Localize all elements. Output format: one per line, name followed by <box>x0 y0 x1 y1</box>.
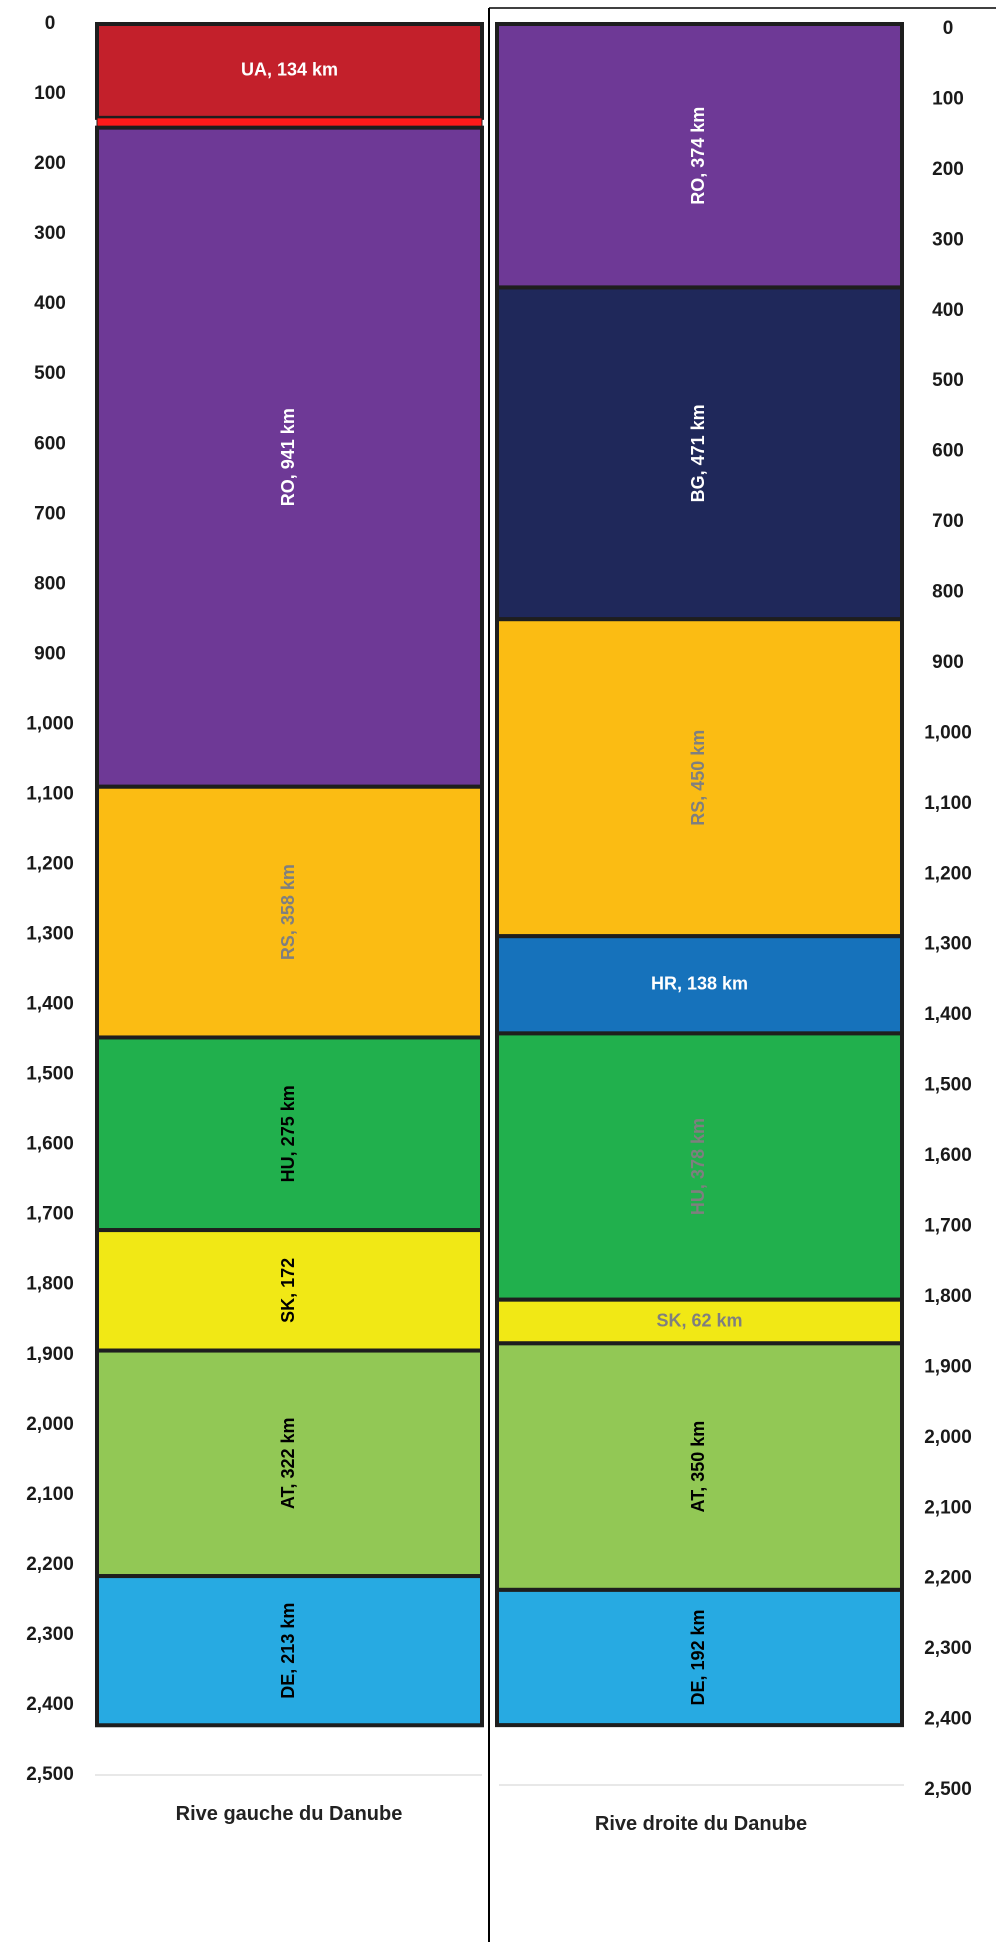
right-y-tick-13: 1,300 <box>924 934 972 955</box>
left-bank-panel: Rive gauche du Danube UA, 134 km RO, 941 … <box>26 13 484 1825</box>
right-y-tick-24: 2,400 <box>924 1709 972 1730</box>
right-y-tick-5: 500 <box>932 370 964 391</box>
left-y-tick-11: 1,100 <box>26 783 74 804</box>
right-y-tick-8: 800 <box>932 582 964 603</box>
left-y-tick-18: 1,800 <box>26 1274 74 1295</box>
right-y-tick-22: 2,200 <box>924 1568 972 1589</box>
right-segment-label-6: AT, 350 km <box>688 1421 708 1513</box>
panel-borders <box>488 7 996 1942</box>
left-y-tick-7: 700 <box>34 503 66 524</box>
left-y-tick-20: 2,000 <box>26 1414 74 1435</box>
right-segment-label-2: RS, 450 km <box>688 730 708 826</box>
right-bank-panel: Rive droite du Danube RO, 374 km BG, 471 … <box>495 18 972 1835</box>
right-y-tick-23: 2,300 <box>924 1638 972 1659</box>
left-segment-label-7: DE, 213 km <box>278 1603 298 1699</box>
right-segment-7 <box>495 1587 904 1728</box>
left-segment-label-0: UA, 134 km <box>241 60 338 80</box>
right-segment-label-3: HR, 138 km <box>651 974 748 994</box>
left-y-tick-23: 2,300 <box>26 1624 74 1645</box>
left-y-tick-21: 2,100 <box>26 1484 74 1505</box>
right-segment-label-5: SK, 62 km <box>656 1310 742 1330</box>
left-segment-label-5: SK, 172 <box>278 1258 298 1323</box>
right-segment-1 <box>495 285 904 622</box>
right-y-tick-9: 900 <box>932 652 964 673</box>
left-y-tick-14: 1,400 <box>26 994 74 1015</box>
right-y-tick-0: 0 <box>943 18 954 39</box>
left-segment-label-3: RS, 358 km <box>278 864 298 960</box>
left-y-tick-10: 1,000 <box>26 713 74 734</box>
right-y-tick-16: 1,600 <box>924 1145 972 1166</box>
left-segment-label-4: HU, 275 km <box>278 1085 298 1182</box>
right-y-tick-18: 1,800 <box>924 1286 972 1307</box>
left-segment-0 <box>95 22 484 120</box>
left-x-axis-label: Rive gauche du Danube <box>176 1803 403 1825</box>
right-y-tick-21: 2,100 <box>924 1497 972 1518</box>
right-segment-label-7: DE, 192 km <box>688 1609 708 1705</box>
left-segment-label-2: RO, 941 km <box>278 408 298 506</box>
right-y-tick-6: 600 <box>932 441 964 462</box>
right-segment-label-1: BG, 471 km <box>688 404 708 502</box>
left-segment-7 <box>95 1574 484 1728</box>
right-y-tick-20: 2,000 <box>924 1427 972 1448</box>
right-segment-label-0: RO, 374 km <box>688 107 708 205</box>
right-y-tick-7: 700 <box>932 511 964 532</box>
right-segment-5 <box>495 1297 904 1346</box>
left-y-tick-17: 1,700 <box>26 1204 74 1225</box>
right-segment-3 <box>495 934 904 1036</box>
left-segment-label-6: AT, 322 km <box>278 1417 298 1509</box>
left-y-tick-5: 500 <box>34 363 66 384</box>
right-y-tick-12: 1,200 <box>924 863 972 884</box>
left-y-tick-12: 1,200 <box>26 853 74 874</box>
right-y-tick-11: 1,100 <box>924 793 972 814</box>
right-y-tick-1: 100 <box>932 88 964 109</box>
right-segment-label-4: HU, 378 km <box>688 1118 708 1215</box>
right-y-tick-19: 1,900 <box>924 1356 972 1377</box>
left-y-tick-25: 2,500 <box>26 1764 74 1785</box>
right-segment-6 <box>495 1341 904 1592</box>
left-y-tick-2: 200 <box>34 153 66 174</box>
left-y-tick-13: 1,300 <box>26 924 74 945</box>
left-y-tick-9: 900 <box>34 643 66 664</box>
right-y-tick-2: 200 <box>932 159 964 180</box>
right-segment-2 <box>495 617 904 939</box>
right-y-tick-17: 1,700 <box>924 1215 972 1236</box>
right-y-tick-25: 2,500 <box>924 1779 972 1800</box>
left-y-tick-6: 600 <box>34 433 66 454</box>
left-y-tick-22: 2,200 <box>26 1554 74 1575</box>
right-y-tick-3: 300 <box>932 229 964 250</box>
left-y-tick-8: 800 <box>34 573 66 594</box>
right-y-tick-10: 1,000 <box>924 722 972 743</box>
left-y-tick-1: 100 <box>34 83 66 104</box>
right-y-tick-4: 400 <box>932 300 964 321</box>
right-x-axis-label: Rive droite du Danube <box>595 1813 807 1835</box>
left-y-tick-0: 0 <box>45 13 56 34</box>
right-segment-4 <box>495 1031 904 1302</box>
right-segment-0 <box>495 22 904 290</box>
left-y-tick-24: 2,400 <box>26 1694 74 1715</box>
left-y-tick-4: 400 <box>34 293 66 314</box>
left-y-tick-15: 1,500 <box>26 1064 74 1085</box>
left-y-tick-3: 300 <box>34 223 66 244</box>
left-y-tick-19: 1,900 <box>26 1344 74 1365</box>
left-segment-2 <box>95 125 484 789</box>
right-y-tick-14: 1,400 <box>924 1004 972 1025</box>
left-y-tick-16: 1,600 <box>26 1134 74 1155</box>
right-y-tick-15: 1,500 <box>924 1075 972 1096</box>
